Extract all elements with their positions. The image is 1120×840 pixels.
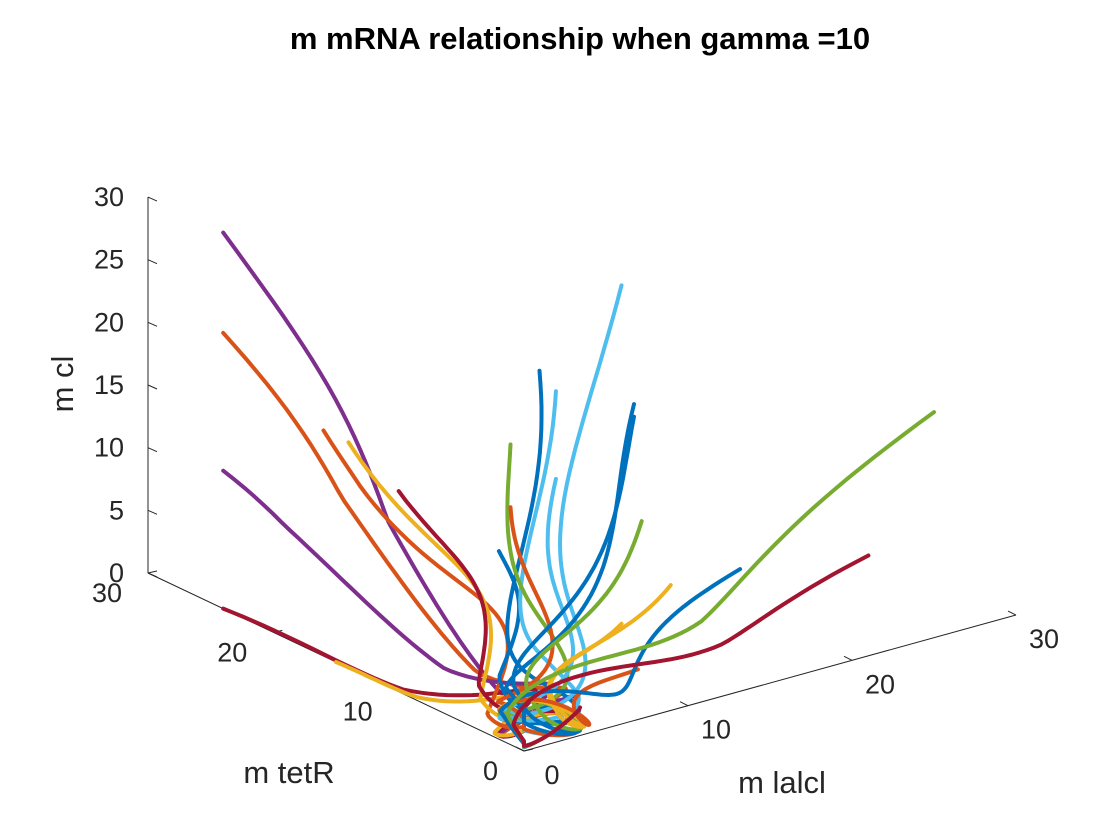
trajectory-line bbox=[504, 402, 636, 737]
x-tick-mark bbox=[515, 746, 525, 752]
x-tick-label: 20 bbox=[865, 669, 895, 699]
x-tick-mark bbox=[1007, 610, 1017, 616]
z-tick-label: 10 bbox=[94, 433, 124, 463]
y-axis-label: m tetR bbox=[243, 755, 334, 790]
x-tick-label: 30 bbox=[1029, 624, 1059, 654]
x-tick-mark bbox=[843, 655, 853, 661]
y-tick-label: 0 bbox=[483, 756, 498, 786]
y-tick-label: 10 bbox=[343, 697, 373, 727]
trajectory-line bbox=[221, 230, 576, 731]
z-tick-label: 30 bbox=[94, 182, 124, 212]
y-tick-mark bbox=[523, 748, 534, 752]
z-tick-label: 5 bbox=[109, 495, 124, 525]
trajectory-lines bbox=[221, 230, 936, 750]
z-tick-mark bbox=[147, 447, 158, 453]
z-tick-label: 20 bbox=[94, 307, 124, 337]
trajectory-line bbox=[498, 567, 743, 750]
x-tick-mark bbox=[679, 701, 689, 707]
z-tick-label: 25 bbox=[94, 245, 124, 275]
z-tick-mark bbox=[147, 259, 158, 265]
z-tick-mark bbox=[147, 384, 158, 390]
z-axis-label: m cl bbox=[45, 356, 80, 413]
x-axis-line bbox=[523, 614, 1017, 752]
trajectory-line bbox=[497, 442, 570, 733]
z-tick-mark bbox=[147, 196, 158, 202]
z-tick-label: 15 bbox=[94, 370, 124, 400]
y-tick-label: 20 bbox=[217, 637, 247, 667]
z-tick-label: 0 bbox=[109, 558, 124, 588]
trajectory-line bbox=[511, 553, 871, 748]
y-tick-mark bbox=[147, 570, 158, 574]
x-tick-label: 0 bbox=[544, 760, 559, 790]
x-axis-label: m lalcl bbox=[738, 765, 826, 800]
z-tick-mark bbox=[147, 509, 158, 515]
z-tick-mark bbox=[147, 321, 158, 327]
x-tick-label: 10 bbox=[701, 715, 731, 745]
chart-title: m mRNA relationship when gamma =10 bbox=[290, 21, 870, 56]
y-tick-label: 30 bbox=[92, 578, 122, 608]
z-tick-mark bbox=[147, 572, 158, 578]
